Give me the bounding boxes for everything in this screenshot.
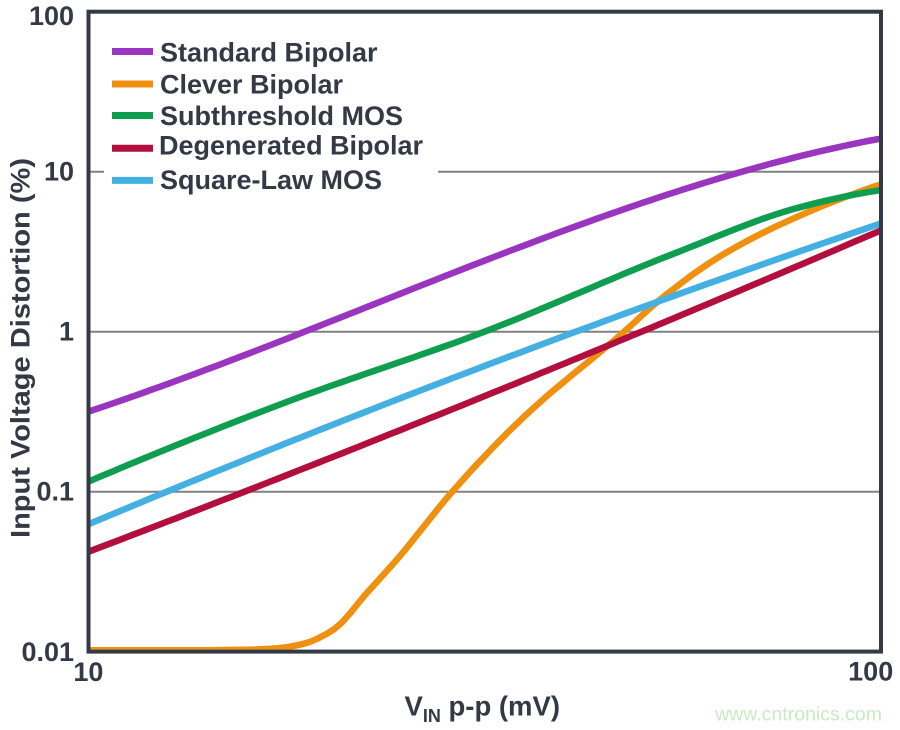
svg-text:Clever Bipolar: Clever Bipolar: [160, 70, 344, 100]
svg-text:100: 100: [848, 657, 893, 687]
svg-text:Subthreshold MOS: Subthreshold MOS: [160, 101, 403, 131]
svg-text:Square-Law MOS: Square-Law MOS: [160, 165, 382, 195]
svg-text:100: 100: [29, 1, 74, 31]
svg-text:1: 1: [59, 317, 74, 347]
svg-text:Standard Bipolar: Standard Bipolar: [160, 38, 378, 68]
svg-text:0.1: 0.1: [36, 477, 74, 507]
svg-text:10: 10: [73, 657, 103, 687]
svg-text:0.01: 0.01: [21, 637, 74, 667]
svg-text:Input Voltage Distortion (%): Input Voltage Distortion (%): [6, 158, 36, 538]
svg-text:10: 10: [44, 157, 74, 187]
svg-text:Degenerated Bipolar: Degenerated Bipolar: [159, 131, 424, 161]
svg-text:www.cntronics.com: www.cntronics.com: [714, 704, 882, 726]
